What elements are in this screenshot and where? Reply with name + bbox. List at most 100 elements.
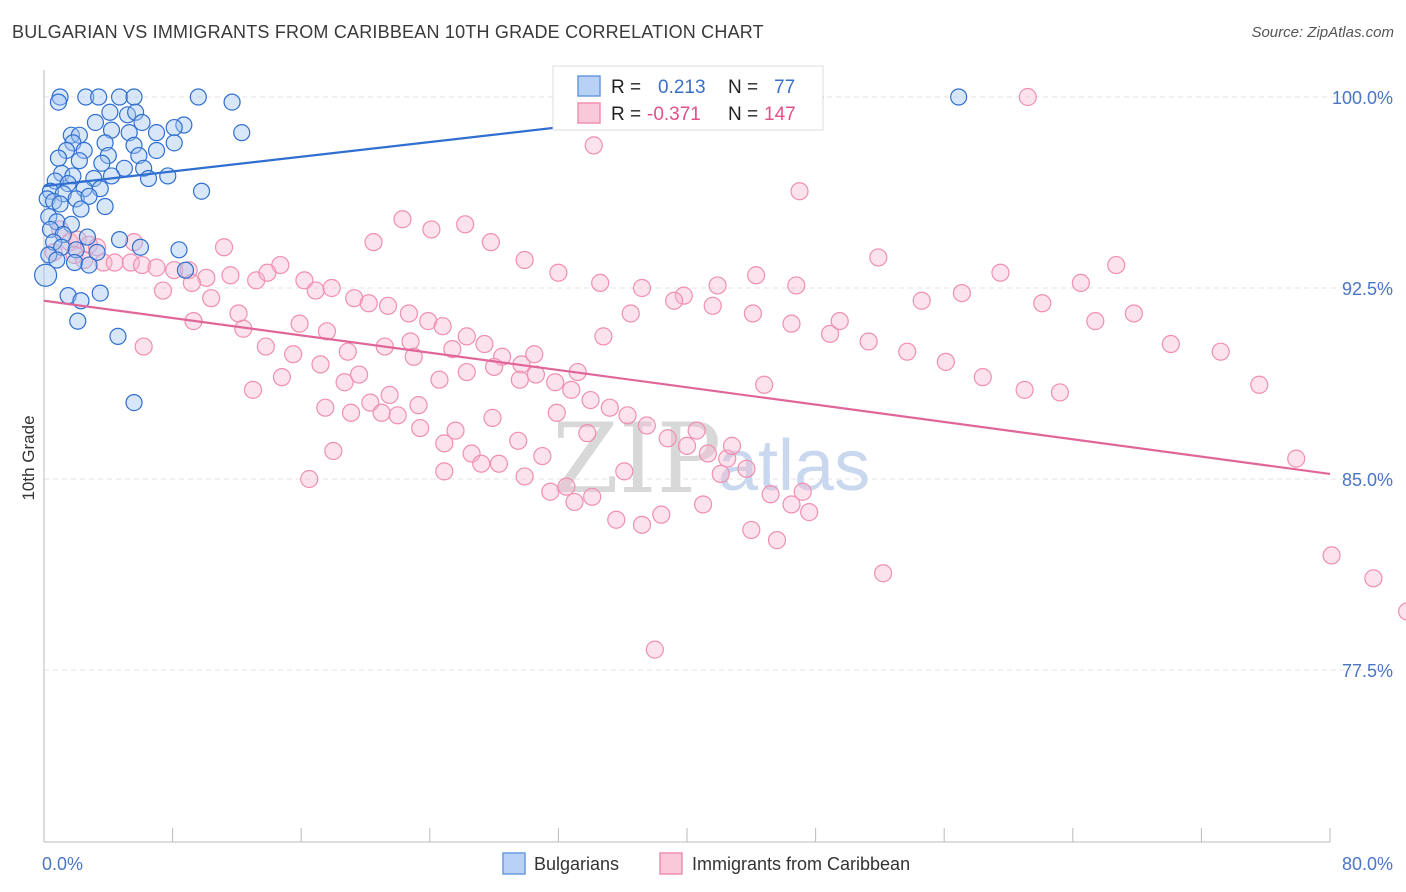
caribbean-point-43 xyxy=(737,459,756,478)
caribbean-point-109 xyxy=(674,286,693,305)
bulgarian-point-78 xyxy=(109,327,127,345)
caribbean-point-120 xyxy=(1086,312,1105,331)
caribbean-point-35 xyxy=(581,390,600,410)
caribbean-point-107 xyxy=(591,273,610,293)
caribbean-point-124 xyxy=(1250,375,1269,394)
caribbean-point-10 xyxy=(121,253,140,272)
caribbean-point-24 xyxy=(378,296,398,315)
caribbean-point-19 xyxy=(295,271,314,290)
caribbean-point-44 xyxy=(761,485,780,504)
caribbean-point-127 xyxy=(1364,569,1383,588)
caribbean-point-70 xyxy=(349,365,369,384)
caribbean-point-39 xyxy=(658,429,677,448)
bulgarian-point-1 xyxy=(77,88,95,106)
caribbean-point-133 xyxy=(991,263,1010,282)
series-caribbean-points xyxy=(44,87,1406,659)
caribbean-point-139 xyxy=(747,266,766,285)
legend-n-value-2: 147 xyxy=(764,104,796,125)
bulgarian-point-61 xyxy=(110,231,129,249)
caribbean-point-126 xyxy=(1322,546,1341,565)
caribbean-point-40 xyxy=(677,436,697,455)
caribbean-point-143 xyxy=(594,327,613,346)
caribbean-point-77 xyxy=(533,446,552,466)
caribbean-point-22 xyxy=(345,289,364,308)
caribbean-point-41 xyxy=(698,444,717,463)
caribbean-point-61 xyxy=(565,492,584,512)
bottom-legend-swatch-blue xyxy=(502,852,526,875)
caribbean-point-79 xyxy=(583,487,602,506)
caribbean-point-94 xyxy=(547,403,566,422)
bulgarian-point-3 xyxy=(110,88,129,106)
caribbean-point-138 xyxy=(787,276,806,295)
caribbean-point-90 xyxy=(409,396,428,415)
caribbean-point-82 xyxy=(134,337,153,356)
bulgarian-point-69 xyxy=(48,251,66,269)
watermark: ZIP atlas xyxy=(552,403,870,515)
caribbean-point-156 xyxy=(793,482,812,501)
caribbean-point-101 xyxy=(393,210,412,229)
caribbean-point-98 xyxy=(693,495,713,514)
bulgarian-point-60 xyxy=(78,228,97,246)
caribbean-point-125 xyxy=(1287,449,1306,468)
bulgarian-point-5 xyxy=(189,88,207,106)
caribbean-point-161 xyxy=(711,464,730,484)
caribbean-point-56 xyxy=(435,434,454,453)
legend-r-label-1: R = xyxy=(611,77,641,98)
caribbean-point-23 xyxy=(359,294,378,313)
y-tick-labels: 100.0% 92.5% 85.0% 77.5% xyxy=(1332,88,1393,681)
legend-swatch-pink xyxy=(577,102,601,124)
caribbean-point-152 xyxy=(435,462,454,481)
caribbean-point-118 xyxy=(1015,380,1034,399)
caribbean-point-12 xyxy=(147,258,166,277)
bulgarian-point-34 xyxy=(135,159,153,177)
legend-n-label-2: N = xyxy=(728,104,758,125)
bulgarian-point-67 xyxy=(170,241,188,259)
bulgarian-point-64 xyxy=(67,241,85,259)
caribbean-point-50 xyxy=(284,345,303,364)
caribbean-point-155 xyxy=(755,375,774,394)
caribbean-point-65 xyxy=(214,238,234,257)
caribbean-point-123 xyxy=(1211,342,1230,361)
caribbean-point-149 xyxy=(372,403,391,422)
caribbean-point-92 xyxy=(472,454,491,473)
caribbean-point-63 xyxy=(153,281,173,300)
caribbean-point-73 xyxy=(430,370,449,389)
caribbean-point-108 xyxy=(632,278,652,298)
caribbean-point-20 xyxy=(306,281,325,300)
caribbean-point-113 xyxy=(820,324,840,343)
caribbean-point-115 xyxy=(898,342,917,361)
caribbean-point-75 xyxy=(483,408,502,427)
caribbean-point-59 xyxy=(515,467,534,486)
caribbean-point-80 xyxy=(607,510,626,529)
caribbean-point-52 xyxy=(335,373,354,392)
caribbean-point-160 xyxy=(767,531,787,550)
bulgarian-point-38 xyxy=(102,167,121,185)
caribbean-point-60 xyxy=(541,482,560,501)
caribbean-point-154 xyxy=(722,436,742,455)
legend-r-label-2: R = xyxy=(611,104,641,125)
caribbean-point-102 xyxy=(422,220,441,239)
bulgarian-point-22 xyxy=(96,134,114,152)
caribbean-point-93 xyxy=(510,370,529,389)
bulgarian-point-51 xyxy=(51,195,69,213)
caribbean-point-103 xyxy=(456,215,475,234)
legend-r-value-1: 0.213 xyxy=(658,77,706,98)
x-tick-label-0: 0.0% xyxy=(42,854,83,874)
caribbean-point-36 xyxy=(600,398,619,417)
bulgarian-point-32 xyxy=(93,154,111,172)
bulgarian-point-15 xyxy=(120,124,138,142)
bulgarian-point-24 xyxy=(165,134,183,152)
bulgarian-point-73 xyxy=(34,263,58,287)
bulgarian-point-72 xyxy=(176,261,195,279)
caribbean-point-121 xyxy=(1124,304,1143,323)
x-tick-labels: 0.0% 80.0% xyxy=(42,854,1393,874)
bottom-legend: Bulgarians Immigrants from Caribbean xyxy=(502,852,910,875)
bulgarian-point-26 xyxy=(75,141,93,160)
chart-title: BULGARIAN VS IMMIGRANTS FROM CARIBBEAN 1… xyxy=(12,22,764,42)
caribbean-point-99 xyxy=(742,520,761,540)
bottom-legend-label-caribbean: Immigrants from Caribbean xyxy=(692,854,910,874)
bulgarian-point-10 xyxy=(127,103,145,121)
y-tick-label-0: 100.0% xyxy=(1332,88,1393,108)
caribbean-point-151 xyxy=(300,469,319,489)
caribbean-point-48 xyxy=(229,304,248,323)
